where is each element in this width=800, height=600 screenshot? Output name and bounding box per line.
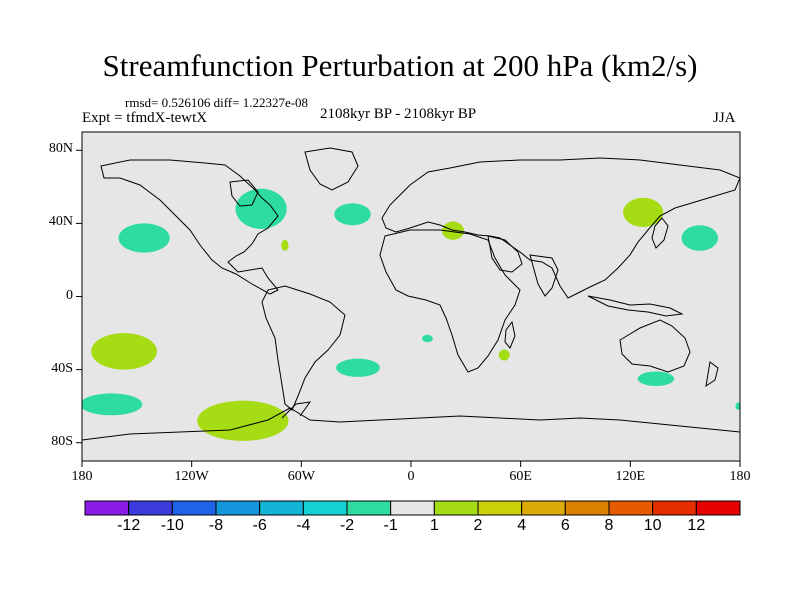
- colorbar-box: [433, 500, 479, 516]
- colorbar-label: 10: [643, 517, 662, 534]
- lon-tick-label: 0: [407, 469, 415, 484]
- coastline-japan: [651, 217, 669, 249]
- coastline-south-america: [261, 285, 346, 411]
- contour-feature-gulf-positive: [281, 239, 289, 251]
- figure-title: Streamfunction Perturbation at 200 hPa (…: [102, 48, 698, 83]
- coastline-africa: [379, 229, 521, 373]
- colorbar-label: 4: [517, 517, 527, 534]
- contour-feature-south-atlantic-small-negative: [421, 334, 433, 343]
- coastline-arabia: [487, 235, 523, 273]
- contour-features: [82, 188, 740, 441]
- lat-tick-label: 40N: [48, 214, 73, 230]
- colorbar-label: 12: [687, 517, 706, 534]
- colorbar-label: -12: [117, 517, 141, 534]
- colorbar-label: 6: [560, 517, 570, 534]
- lat-tick-label: 80S: [51, 433, 73, 449]
- rmsd-diff-stats: rmsd= 0.526106 diff= 1.22327e-08: [125, 95, 309, 110]
- colorbar-box: [521, 500, 566, 516]
- lon-tick-label: 120E: [615, 469, 646, 484]
- coastline-new-zealand: [705, 361, 719, 388]
- contour-feature-south-atlantic-negative: [336, 358, 380, 377]
- colorbar-label: -8: [208, 517, 224, 534]
- colorbar-label: 2: [473, 517, 483, 534]
- colorbar-box: [477, 500, 523, 516]
- coastline-north-america: [100, 159, 279, 295]
- colorbar-label: -1: [383, 517, 398, 534]
- colorbar-box: [215, 500, 261, 516]
- coastline-antarctic-peninsula: [281, 401, 312, 419]
- lat-tick-label: 80N: [48, 141, 73, 157]
- contour-feature-north-pacific-positive: [91, 333, 157, 370]
- contour-feature-north-pacific-negative: [118, 223, 170, 253]
- contour-feature-north-africa-positive: [442, 221, 465, 240]
- coastline-australia: [619, 319, 691, 373]
- contour-feature-northwest-pacific-negative: [681, 225, 719, 251]
- colorbar-box: [390, 500, 435, 516]
- coastline-greenland: [304, 147, 359, 191]
- colorbar-label: 1: [429, 517, 439, 534]
- lon-tick-label: 120W: [174, 469, 209, 484]
- colorbar-box: [608, 500, 654, 516]
- lat-tick-label: 0: [66, 287, 73, 303]
- period-label: 2108kyr BP - 2108kyr BP: [320, 106, 477, 122]
- colorbar-box: [171, 500, 217, 516]
- colorbar-box: [128, 500, 173, 516]
- contour-feature-east-asia-positive: [623, 197, 664, 228]
- colorbar-box: [695, 500, 741, 516]
- colorbar-label: -2: [339, 517, 355, 534]
- contour-feature-southern-ocean-negative: [637, 371, 675, 387]
- lon-tick-label: 60E: [509, 469, 532, 484]
- colorbar-label: -6: [252, 517, 267, 534]
- lat-tick-label: 40S: [51, 360, 73, 376]
- season-label: JJA: [713, 110, 736, 126]
- colorbar-box: [84, 500, 130, 516]
- colorbar-label: -10: [160, 517, 184, 534]
- coastlines: [82, 147, 740, 441]
- colorbar-label: -4: [296, 517, 311, 534]
- colorbar-label: 8: [604, 517, 614, 534]
- lon-tick-label: 60W: [287, 469, 315, 484]
- colorbar-box: [259, 500, 304, 516]
- colorbar: [84, 500, 741, 516]
- lon-tick-label: 180: [71, 469, 93, 484]
- coastline-eurasia: [381, 157, 740, 299]
- coastline-india: [529, 254, 559, 297]
- coastline-antarctica: [82, 407, 740, 441]
- contour-feature-east-pacific-positive: [197, 400, 289, 441]
- contour-feature-north-america-negative: [235, 188, 287, 229]
- coastline-madagascar: [504, 320, 516, 349]
- axis-ticks: [76, 149, 741, 467]
- colorbar-box: [302, 500, 348, 516]
- contour-feature-north-atlantic-negative: [334, 203, 371, 226]
- contour-feature-indian-edge-negative: [735, 402, 740, 410]
- contour-feature-south-pacific-negative: [82, 393, 143, 416]
- coastline-maritime-continent: [587, 295, 684, 317]
- lon-tick-label: 180: [729, 469, 751, 484]
- contour-feature-south-africa-positive: [498, 349, 510, 361]
- experiment-label: Expt = tfmdX-tewtX: [82, 110, 208, 126]
- coastline-hudson-bay: [229, 179, 259, 207]
- colorbar-box: [564, 500, 610, 516]
- colorbar-box: [346, 500, 392, 516]
- colorbar-box: [652, 500, 697, 516]
